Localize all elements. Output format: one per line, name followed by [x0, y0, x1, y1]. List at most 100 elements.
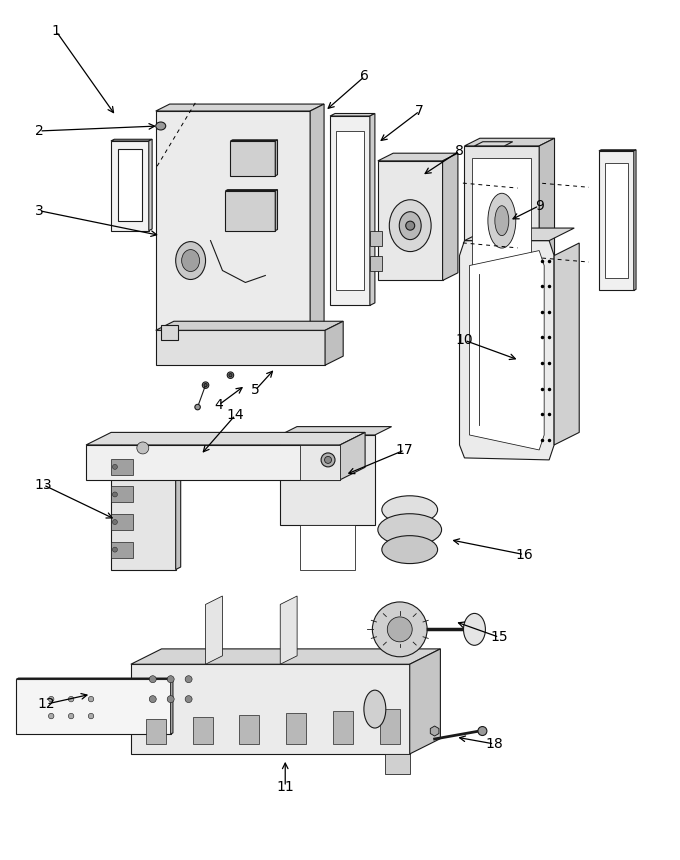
Polygon shape: [226, 191, 275, 230]
Ellipse shape: [388, 617, 412, 642]
Ellipse shape: [378, 513, 441, 545]
Text: 1: 1: [52, 24, 61, 39]
Polygon shape: [231, 140, 277, 141]
Ellipse shape: [227, 372, 234, 378]
Text: 11: 11: [276, 780, 294, 794]
Polygon shape: [16, 679, 171, 734]
Ellipse shape: [150, 696, 156, 703]
Text: 16: 16: [515, 548, 533, 562]
Polygon shape: [86, 433, 365, 445]
Ellipse shape: [69, 697, 74, 702]
Polygon shape: [370, 255, 382, 271]
Polygon shape: [171, 678, 173, 734]
Polygon shape: [160, 325, 177, 341]
Text: 7: 7: [415, 104, 424, 118]
Ellipse shape: [167, 696, 174, 703]
Polygon shape: [340, 433, 365, 480]
Ellipse shape: [112, 492, 118, 497]
Ellipse shape: [185, 676, 192, 683]
Polygon shape: [300, 525, 355, 569]
Polygon shape: [370, 114, 375, 305]
Ellipse shape: [324, 457, 332, 464]
Polygon shape: [111, 514, 133, 530]
Polygon shape: [111, 459, 133, 475]
Ellipse shape: [203, 382, 209, 389]
Polygon shape: [280, 596, 297, 664]
Polygon shape: [464, 228, 574, 241]
Polygon shape: [380, 710, 400, 744]
Ellipse shape: [112, 519, 118, 525]
Polygon shape: [111, 542, 133, 557]
Ellipse shape: [88, 713, 94, 719]
Polygon shape: [275, 190, 277, 230]
Ellipse shape: [48, 713, 54, 719]
Text: 4: 4: [214, 398, 223, 412]
Polygon shape: [378, 153, 458, 161]
Ellipse shape: [373, 602, 427, 657]
Polygon shape: [473, 158, 531, 284]
Text: 17: 17: [396, 443, 413, 457]
Ellipse shape: [364, 691, 386, 728]
Polygon shape: [370, 230, 382, 246]
Ellipse shape: [488, 194, 515, 248]
Text: 3: 3: [35, 204, 44, 218]
Polygon shape: [231, 141, 275, 175]
Text: 15: 15: [490, 630, 508, 644]
Polygon shape: [464, 146, 539, 296]
Polygon shape: [460, 241, 554, 460]
Polygon shape: [464, 138, 554, 146]
Polygon shape: [111, 141, 149, 230]
Polygon shape: [539, 138, 554, 296]
Text: 12: 12: [37, 697, 55, 711]
Polygon shape: [430, 726, 439, 736]
Polygon shape: [111, 458, 181, 460]
Polygon shape: [280, 427, 392, 435]
Ellipse shape: [167, 676, 174, 683]
Text: 2: 2: [35, 124, 44, 138]
Ellipse shape: [182, 249, 199, 272]
Ellipse shape: [150, 676, 156, 683]
Polygon shape: [149, 139, 152, 230]
Ellipse shape: [69, 713, 74, 719]
Text: 18: 18: [486, 737, 503, 751]
Ellipse shape: [478, 727, 487, 735]
Polygon shape: [605, 163, 628, 279]
Polygon shape: [310, 104, 324, 330]
Polygon shape: [239, 715, 259, 744]
Ellipse shape: [389, 200, 431, 252]
Text: 9: 9: [534, 199, 543, 212]
Ellipse shape: [48, 697, 54, 702]
Ellipse shape: [406, 221, 415, 230]
Ellipse shape: [495, 206, 509, 236]
Ellipse shape: [321, 453, 335, 467]
Polygon shape: [443, 153, 458, 280]
Ellipse shape: [88, 697, 94, 702]
Polygon shape: [156, 104, 324, 111]
Text: 13: 13: [35, 478, 52, 492]
Polygon shape: [280, 435, 375, 525]
Polygon shape: [336, 131, 364, 291]
Polygon shape: [300, 445, 340, 480]
Polygon shape: [131, 649, 441, 664]
Ellipse shape: [175, 242, 205, 280]
Ellipse shape: [382, 495, 438, 524]
Text: 6: 6: [360, 69, 369, 83]
Polygon shape: [118, 149, 142, 221]
Polygon shape: [333, 711, 353, 744]
Polygon shape: [156, 111, 310, 330]
Text: 5: 5: [251, 383, 260, 397]
Ellipse shape: [195, 404, 201, 410]
Ellipse shape: [399, 212, 421, 240]
Text: 10: 10: [456, 334, 473, 347]
Polygon shape: [86, 445, 340, 480]
Polygon shape: [634, 150, 636, 291]
Ellipse shape: [229, 373, 232, 377]
Ellipse shape: [137, 442, 149, 454]
Polygon shape: [554, 243, 579, 445]
Polygon shape: [599, 150, 634, 291]
Polygon shape: [121, 435, 166, 460]
Polygon shape: [226, 190, 277, 191]
Ellipse shape: [112, 464, 118, 470]
Ellipse shape: [156, 122, 166, 130]
Polygon shape: [469, 250, 544, 450]
